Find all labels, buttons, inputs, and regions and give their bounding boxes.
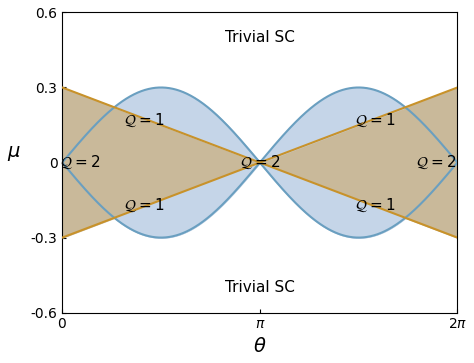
Text: Trivial SC: Trivial SC (225, 30, 295, 45)
Text: $\mathcal{Q}=2$: $\mathcal{Q}=2$ (60, 154, 100, 171)
X-axis label: $\theta$: $\theta$ (253, 337, 266, 356)
Text: Trivial SC: Trivial SC (225, 280, 295, 295)
Text: $\mathcal{Q}=1$: $\mathcal{Q}=1$ (356, 111, 396, 129)
Text: $\mathcal{Q}=1$: $\mathcal{Q}=1$ (356, 196, 396, 214)
Text: $\mathcal{Q}=2$: $\mathcal{Q}=2$ (416, 154, 456, 171)
Text: $\mathcal{Q}=1$: $\mathcal{Q}=1$ (124, 196, 164, 214)
Text: $\mathcal{Q}=1$: $\mathcal{Q}=1$ (124, 111, 164, 129)
Text: $\mathcal{Q}=2$: $\mathcal{Q}=2$ (240, 154, 280, 171)
Y-axis label: $\mu$: $\mu$ (7, 143, 21, 163)
